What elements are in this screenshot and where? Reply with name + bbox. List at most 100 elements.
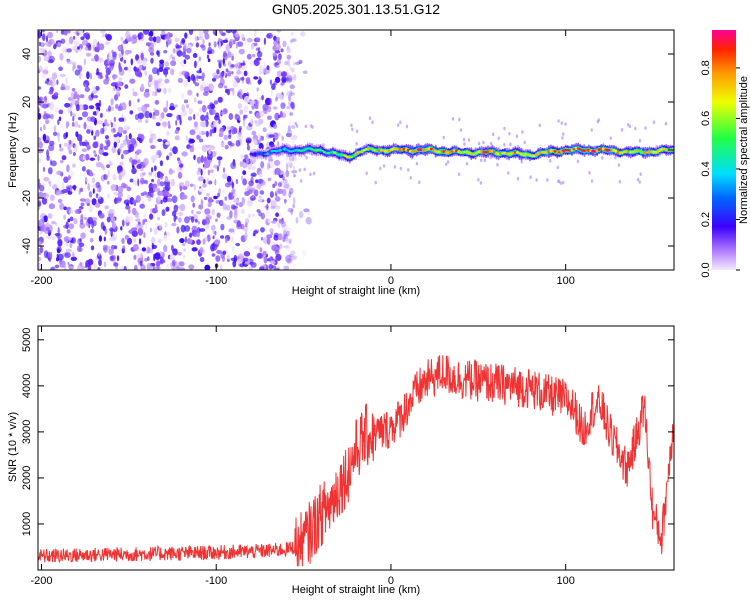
colorbar-tick-label: 0.2 xyxy=(700,212,712,227)
noise-speck xyxy=(253,59,260,67)
noise-speck xyxy=(266,65,270,70)
noise-speck xyxy=(204,264,211,270)
noise-speck xyxy=(497,136,500,141)
noise-speck xyxy=(194,35,198,42)
noise-speck xyxy=(271,244,278,252)
noise-speck xyxy=(60,86,66,91)
noise-speck xyxy=(597,118,600,122)
noise-speck xyxy=(250,165,257,170)
noise-speck xyxy=(51,160,57,167)
noise-speck xyxy=(255,179,259,184)
noise-speck xyxy=(246,37,253,43)
noise-speck xyxy=(636,177,640,182)
noise-speck xyxy=(256,87,259,92)
noise-speck xyxy=(508,132,511,136)
noise-speck xyxy=(278,218,282,223)
snr-y-axis: 1000 2000 3000 4000 5000 xyxy=(21,328,674,536)
noise-speck xyxy=(127,65,132,73)
noise-speck xyxy=(286,55,293,60)
noise-speck xyxy=(150,52,155,56)
noise-speck xyxy=(217,192,220,198)
noise-speck xyxy=(275,253,282,262)
noise-speck xyxy=(46,149,50,158)
noise-speck xyxy=(219,72,225,79)
noise-speck xyxy=(57,41,62,48)
y-tick-label: 1000 xyxy=(21,512,33,536)
colorbar-ticks: 0.0 0.2 0.4 0.6 0.8 xyxy=(700,60,740,278)
noise-speck xyxy=(280,72,287,78)
noise-speck xyxy=(78,242,85,248)
noise-speck xyxy=(50,79,53,87)
noise-speck xyxy=(262,103,269,111)
noise-speck xyxy=(63,214,66,220)
noise-speck xyxy=(55,190,62,195)
noise-speck xyxy=(50,251,53,260)
noise-speck xyxy=(125,30,130,39)
noise-speck xyxy=(228,228,235,233)
noise-speck xyxy=(130,58,133,66)
noise-speck xyxy=(53,125,57,132)
noise-speck xyxy=(56,248,61,254)
noise-speck xyxy=(70,91,74,99)
noise-speck xyxy=(124,205,131,210)
noise-speck xyxy=(218,30,223,35)
noise-speck xyxy=(108,248,114,255)
noise-speck xyxy=(286,244,290,252)
noise-speck xyxy=(239,161,244,166)
noise-speck xyxy=(292,134,298,140)
noise-speck xyxy=(216,69,220,75)
noise-speck xyxy=(311,125,314,129)
noise-speck xyxy=(561,180,565,185)
noise-speck xyxy=(88,191,93,198)
noise-speck xyxy=(184,216,190,224)
noise-speck xyxy=(203,86,210,93)
noise-speck xyxy=(290,92,295,96)
noise-speck xyxy=(240,77,245,81)
noise-speck xyxy=(178,211,184,217)
noise-speck xyxy=(290,134,293,141)
noise-speck xyxy=(47,167,53,175)
noise-speck xyxy=(167,181,170,187)
noise-speck xyxy=(159,160,163,167)
noise-speck xyxy=(250,119,254,125)
noise-speck xyxy=(223,63,227,67)
noise-speck xyxy=(295,124,299,128)
noise-speck xyxy=(220,223,225,231)
noise-speck xyxy=(285,238,291,244)
noise-speck xyxy=(122,40,129,45)
noise-speck xyxy=(176,50,183,57)
noise-speck xyxy=(83,58,87,66)
noise-speck xyxy=(184,32,188,39)
noise-speck xyxy=(38,86,42,90)
noise-speck xyxy=(92,141,99,149)
noise-speck xyxy=(146,263,152,270)
noise-speck xyxy=(77,264,81,270)
noise-speck xyxy=(202,91,209,96)
noise-speck xyxy=(227,181,232,186)
noise-speck xyxy=(151,191,154,198)
noise-speck xyxy=(201,72,205,80)
noise-speck xyxy=(102,127,105,134)
noise-speck xyxy=(288,95,292,102)
noise-speck xyxy=(609,136,612,141)
noise-speck xyxy=(105,135,109,140)
signal-cell xyxy=(320,149,325,152)
noise-speck xyxy=(44,80,49,85)
noise-speck xyxy=(43,56,50,62)
noise-speck xyxy=(38,240,42,247)
noise-speck xyxy=(106,164,110,169)
noise-speck xyxy=(557,119,560,123)
noise-speck xyxy=(105,73,109,80)
noise-speck xyxy=(72,93,78,99)
noise-speck xyxy=(154,172,157,178)
noise-speck xyxy=(176,226,180,234)
noise-speck xyxy=(231,245,235,252)
noise-speck xyxy=(86,129,91,134)
noise-speck xyxy=(268,134,275,138)
noise-speck xyxy=(159,172,164,180)
noise-speck xyxy=(220,111,225,116)
spectrogram-y-axis: -40 -20 0 20 40 xyxy=(21,48,674,254)
noise-speck xyxy=(218,188,222,195)
noise-speck xyxy=(103,174,106,180)
noise-speck xyxy=(151,236,156,245)
